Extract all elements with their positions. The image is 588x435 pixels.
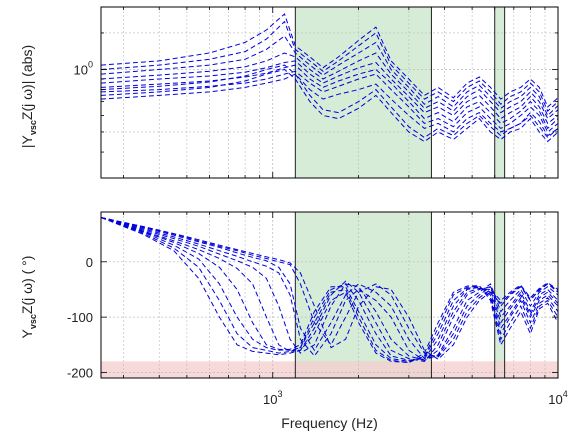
y-tick-labels: 100	[74, 59, 93, 77]
series-line-8	[101, 217, 558, 358]
x-axis-label: Frequency (Hz)	[281, 415, 377, 431]
tick-marks	[101, 7, 559, 178]
series-line-2	[101, 217, 558, 361]
series-line-1	[101, 217, 558, 361]
tick-marks	[101, 212, 559, 378]
x-tick-labels: 103 104	[263, 389, 568, 407]
series-line-1	[101, 70, 558, 133]
highlight-band-0	[295, 7, 432, 178]
low-phase-band	[101, 361, 558, 378]
phase-panel: 0 -100 -200 103 104 YvscZ(j ω) ( °) Frequen…	[19, 211, 568, 431]
series-line-5	[101, 217, 558, 362]
series-line-3	[101, 217, 558, 362]
y-tick-label-1: -100	[67, 310, 93, 325]
plot-frame	[100, 6, 559, 179]
series-line-6	[101, 217, 558, 364]
highlight-band-1	[494, 212, 505, 378]
x-tick-label-0: 103	[263, 389, 282, 407]
series-line-9	[101, 64, 558, 139]
plot-frame	[100, 211, 559, 379]
series-line-3	[101, 60, 558, 125]
y-axis-label: |YvscZ(j ω)| (abs)	[19, 45, 38, 148]
y-tick-label-0: 0	[86, 255, 93, 270]
series-line-0	[101, 217, 558, 360]
series-line-8	[101, 68, 558, 143]
series-line-7	[101, 13, 558, 108]
series-line-7	[101, 217, 558, 364]
series-line-5	[101, 35, 558, 117]
series-group	[101, 217, 558, 364]
y-tick-labels: 0 -100 -200	[67, 255, 93, 381]
grid	[101, 212, 559, 378]
highlight-band-0	[295, 212, 432, 378]
x-tick-label-1: 104	[548, 389, 567, 407]
magnitude-panel: 100 |YvscZ(j ω)| (abs)	[19, 6, 559, 179]
y-tick-label-2: -200	[67, 365, 93, 380]
y-axis-label: YvscZ(j ω) ( °)	[19, 256, 38, 339]
series-line-4	[101, 217, 558, 361]
series-group	[101, 13, 558, 143]
grid	[101, 7, 559, 178]
highlight-bands	[101, 212, 558, 378]
highlight-band-1	[494, 7, 505, 178]
series-line-4	[101, 52, 558, 120]
series-line-9	[101, 217, 558, 360]
series-line-6	[101, 20, 558, 112]
series-line-2	[101, 64, 558, 130]
y-tick-label-0: 100	[74, 59, 93, 77]
